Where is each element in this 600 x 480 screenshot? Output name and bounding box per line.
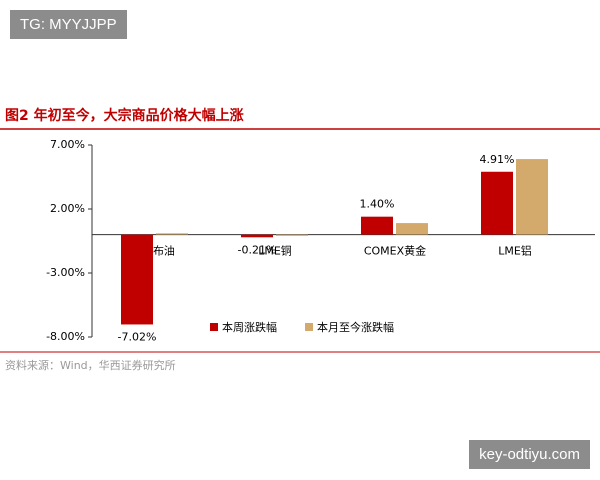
bar [276, 234, 308, 236]
site-label: key-odtiyu.com [469, 440, 590, 469]
bar [156, 233, 188, 235]
watermark: TG: MYYJJPP [10, 10, 127, 39]
bar [516, 159, 548, 235]
legend-label: 本周涨跌幅 [222, 320, 277, 334]
data-label: -7.02% [118, 330, 157, 343]
y-tick-label: 7.00% [50, 138, 85, 151]
x-tick-label: COMEX黄金 [364, 244, 426, 258]
bar [241, 234, 273, 238]
x-tick-label: LME铝 [498, 244, 532, 258]
chart-title: 图2 年初至今，大宗商品价格大幅上涨 [5, 107, 244, 124]
data-label: -0.21% [238, 243, 277, 256]
chart: 图2 年初至今，大宗商品价格大幅上涨 资料来源：Wind，华西证券研究所 7.0… [0, 107, 600, 372]
legend-label: 本月至今涨跌幅 [317, 320, 394, 334]
legend-swatch [210, 323, 218, 331]
bar [396, 223, 428, 235]
y-tick-label: 2.00% [50, 202, 85, 215]
y-tick-label: -3.00% [46, 266, 85, 279]
legend-swatch [305, 323, 313, 331]
bar [361, 216, 393, 235]
source: 资料来源：Wind，华西证券研究所 [5, 358, 176, 372]
bar [481, 171, 513, 235]
bar [121, 234, 153, 325]
data-label: 4.91% [480, 153, 515, 166]
x-tick-label: LME铜 [258, 244, 292, 258]
data-label: 1.40% [360, 198, 395, 211]
y-tick-label: -8.00% [46, 330, 85, 343]
